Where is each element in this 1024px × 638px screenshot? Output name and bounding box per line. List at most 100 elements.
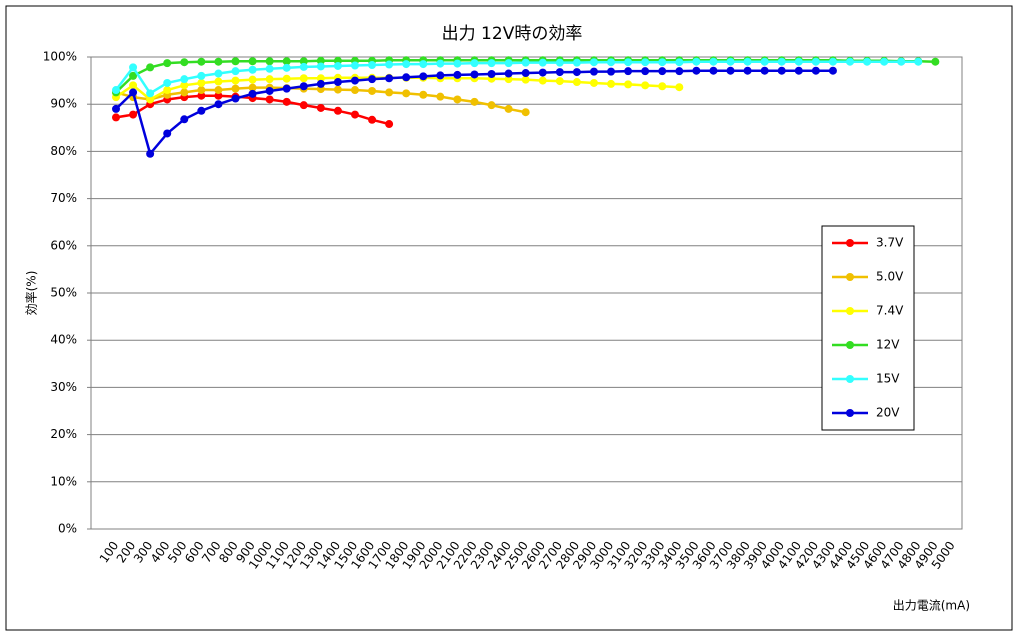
data-point: [231, 67, 240, 76]
data-point: [129, 71, 138, 80]
data-point: [572, 58, 581, 67]
data-point: [828, 66, 837, 75]
data-point: [197, 91, 206, 100]
data-point: [385, 120, 394, 129]
data-point: [470, 97, 479, 106]
data-point: [368, 115, 377, 124]
data-point: [299, 62, 308, 71]
data-point: [350, 86, 359, 95]
data-point: [555, 58, 564, 67]
data-point: [231, 76, 240, 85]
data-point: [589, 58, 598, 67]
data-point: [129, 88, 138, 97]
data-point: [180, 115, 189, 124]
y-tick-label: 20%: [50, 427, 77, 441]
data-point: [709, 66, 718, 75]
y-tick-label: 60%: [50, 238, 77, 252]
data-point: [726, 57, 735, 66]
data-point: [129, 63, 138, 72]
data-point: [504, 75, 513, 84]
data-point: [316, 56, 325, 65]
data-point: [931, 57, 940, 66]
data-point: [538, 58, 547, 67]
data-point: [453, 95, 462, 104]
data-point: [453, 70, 462, 79]
data-point: [231, 84, 240, 93]
data-point: [914, 57, 923, 66]
data-point: [129, 110, 138, 119]
data-point: [214, 100, 223, 109]
data-point: [333, 106, 342, 115]
data-point: [163, 86, 172, 95]
data-point: [214, 86, 223, 95]
legend-marker: [846, 273, 854, 281]
data-point: [521, 58, 530, 67]
data-point: [299, 74, 308, 83]
data-point: [487, 59, 496, 68]
data-point: [538, 76, 547, 85]
data-point: [487, 69, 496, 78]
legend-box: [821, 225, 915, 431]
legend-marker: [846, 307, 854, 315]
y-tick-label: 10%: [50, 474, 77, 488]
data-point: [299, 101, 308, 110]
data-point: [248, 75, 257, 84]
data-point: [521, 75, 530, 84]
data-point: [538, 68, 547, 77]
legend-marker: [846, 409, 854, 417]
data-point: [316, 74, 325, 83]
data-point: [350, 61, 359, 70]
data-point: [675, 83, 684, 92]
data-point: [214, 69, 223, 78]
data-point: [112, 104, 120, 113]
data-point: [863, 57, 872, 66]
data-point: [385, 60, 394, 69]
data-point: [333, 85, 342, 94]
data-point: [521, 108, 530, 117]
data-point: [743, 57, 752, 66]
data-point: [794, 66, 803, 75]
data-point: [180, 81, 189, 90]
legend-label: 15V: [876, 372, 900, 386]
data-point: [589, 67, 598, 76]
data-point: [180, 75, 189, 84]
data-point: [470, 70, 479, 79]
data-point: [231, 94, 240, 103]
data-point: [265, 64, 274, 73]
legend-label: 5.0V: [876, 270, 904, 284]
data-point: [607, 79, 616, 88]
data-point: [385, 74, 394, 83]
data-point: [231, 57, 240, 66]
y-tick-label: 40%: [50, 333, 77, 347]
data-point: [846, 57, 855, 66]
data-point: [572, 78, 581, 87]
data-point: [641, 81, 650, 90]
data-point: [487, 101, 496, 110]
data-point: [146, 89, 155, 98]
data-point: [692, 66, 701, 75]
data-point: [436, 92, 445, 101]
data-point: [555, 68, 564, 77]
data-point: [248, 89, 257, 98]
data-point: [777, 66, 786, 75]
data-point: [368, 75, 377, 84]
y-axis-label: 効率(%): [24, 271, 39, 316]
data-point: [402, 89, 411, 98]
data-point: [692, 57, 701, 66]
data-point: [624, 67, 633, 76]
data-point: [897, 57, 906, 66]
data-point: [658, 82, 667, 91]
data-point: [350, 76, 359, 85]
data-point: [197, 106, 206, 115]
legend-marker: [846, 375, 854, 383]
chart-title: 出力 12V時の効率: [442, 24, 583, 44]
data-point: [811, 66, 820, 75]
data-point: [282, 84, 291, 93]
data-point: [197, 71, 206, 80]
data-point: [760, 66, 769, 75]
data-point: [589, 78, 598, 87]
data-point: [521, 69, 530, 78]
data-point: [760, 57, 769, 66]
legend-marker: [846, 341, 854, 349]
